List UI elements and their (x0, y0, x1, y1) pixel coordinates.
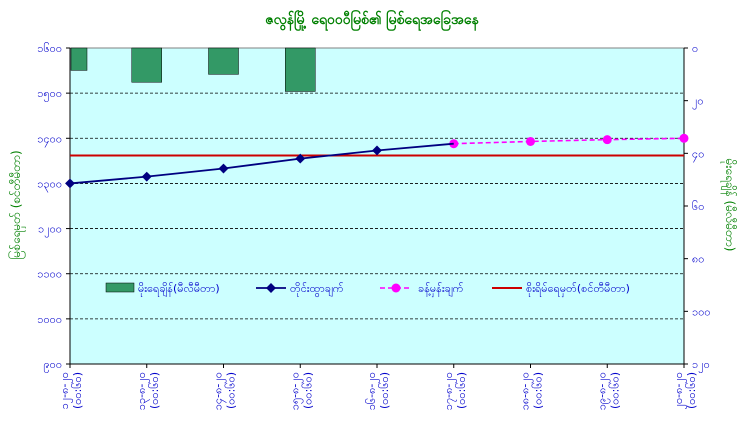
y-right-tick-label: ၆၀ (692, 200, 704, 213)
forecast-point (526, 136, 535, 146)
x-tick-label-line: (၀၀:၆၀) (685, 372, 698, 409)
y-right-tick-label: ၁၀၀ (692, 305, 711, 318)
x-tick-label: ၁၅-၈-၂၀(၀၀:၆၀) (288, 372, 314, 410)
y-left-tick-label: ၁၂၀၀ (38, 223, 62, 238)
y-axis-right-label: မိုးရေချိန် (မီလီမီတာ) (720, 159, 738, 252)
y-left-tick-label: ၉၀၀ (43, 358, 62, 373)
legend-marker-forecast (391, 283, 401, 293)
x-tick-label-line: ၁၉-၈-၂၀ (595, 372, 610, 410)
x-tick-label: ၁၈-၈-၂၀(၀၀:၆၀) (519, 372, 545, 410)
legend-label-observed: တိုင်းထွာချက် (290, 282, 344, 297)
legend-label-rain: မိုးရေချိန်(မီလီမီတာ) (138, 282, 220, 297)
forecast-point (602, 135, 612, 145)
rain-bar (131, 47, 162, 83)
observed-line (69, 142, 454, 185)
x-tick-label: ၂၀-၈-၂၀(၀၀:၆၀) (672, 372, 698, 409)
rain-bar (70, 47, 88, 71)
rain-bar (285, 47, 316, 92)
x-tick-label-line: (၀၀:၆၀) (301, 372, 314, 409)
x-tick-label-line: (၀၀:၆၀) (225, 372, 238, 409)
x-tick-label-line: (၀၀:၆၀) (71, 372, 84, 409)
legend-swatch-rain (105, 282, 135, 293)
observed-point (65, 178, 75, 189)
observed-point (372, 145, 382, 156)
x-tick-label-line: ၁၅-၈-၂၀ (288, 372, 303, 410)
forecast-point (679, 133, 689, 143)
x-tick-label: ၁၇-၈-၂၀(၀၀:၆၀) (442, 372, 468, 410)
y-right-tick-label: ၀ (692, 42, 698, 55)
rain-bar (208, 47, 239, 75)
y-right-tick-label: ၁၂၀ (692, 358, 710, 373)
x-tick-label-line: ၁၈-၈-၂၀ (519, 372, 534, 410)
legend-label-danger: စိုးရိမ်ရေမှတ်(စင်တီမီတာ) (526, 282, 630, 297)
observed-point (141, 171, 152, 182)
legend-label-forecast: ခန့်မှန်းချက် (418, 282, 464, 297)
observed-point (218, 163, 229, 174)
x-tick-label-line: (၀၀:၆၀) (148, 372, 161, 409)
y-right-tick-label: ၈၀ (692, 253, 704, 266)
y-left-tick-label: ၁၀၀၀ (37, 313, 62, 326)
x-tick-label-line: (၀၀:၆၀) (532, 372, 545, 409)
x-tick-label-line: ၁၆-၈-၂၀ (365, 372, 380, 410)
x-tick-label: ၁၃-၈-၂၀(၀၀:၆၀) (135, 372, 161, 410)
x-tick-label: ၁၆-၈-၂၀(၀၀:၆၀) (365, 372, 391, 410)
x-tick-label: ၁၂-၈-၂၀(၀၀:၆၀) (58, 372, 84, 409)
x-tick-label-line: ၁၇-၈-၂၀ (442, 372, 457, 410)
y-left-tick-label: ၁၄၀၀ (37, 132, 62, 147)
plot-area (69, 47, 685, 365)
x-tick-label-line: ၁၄-၈-၂၀ (212, 372, 227, 410)
x-tick-label-line: ၁၂-၈-၂၀ (58, 372, 73, 409)
x-tick-label: ၁၄-၈-၂၀(၀၀:၆၀) (212, 372, 238, 410)
y-left-tick-label: ၁၁၀၀ (37, 268, 62, 281)
x-tick-label-line: ၂၀-၈-၂၀ (672, 372, 687, 409)
y-left-tick-label: ၁၆၀၀ (37, 42, 62, 55)
y-right-tick-label: ၄၀ (692, 147, 704, 162)
x-tick-label-line: ၁၃-၈-၂၀ (135, 372, 150, 410)
y-axis-left-label: မြစ်ရေမှတ် (စင်တီမီတာ) (7, 150, 26, 259)
y-left-tick-label: ၁၅၀၀ (37, 87, 62, 102)
forecast-line (453, 137, 685, 145)
y-right-tick-label: ၂၀ (692, 95, 704, 110)
observed-point (295, 153, 306, 164)
legend-marker-observed (266, 283, 276, 293)
x-tick-label-line: (၀၀:၆၀) (378, 372, 391, 409)
x-tick-label-line: (၀၀:၆၀) (455, 372, 468, 409)
y-left-tick-label: ၁၃၀၀ (37, 177, 62, 192)
chart-title: ဇလွန်မြို့ ရေဝ၀ဝီမြစ်၏ မြစ်ရေအခြေအနေ (265, 10, 479, 31)
x-tick-label-line: (၀၀:၆၀) (608, 372, 621, 409)
x-tick-label: ၁၉-၈-၂၀(၀၀:၆၀) (595, 372, 621, 410)
